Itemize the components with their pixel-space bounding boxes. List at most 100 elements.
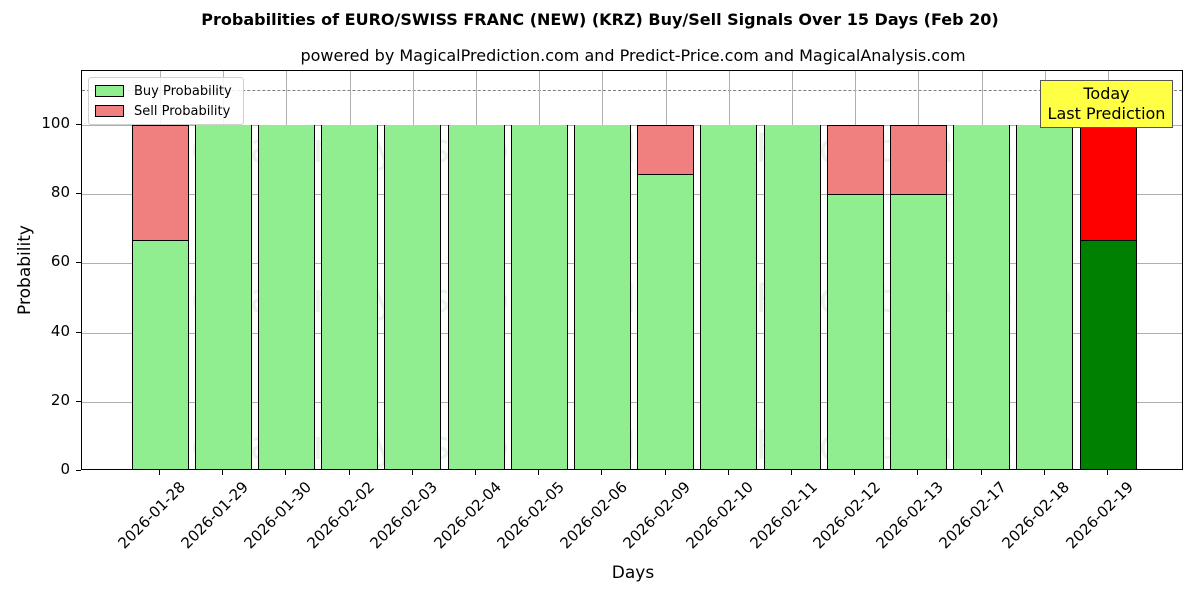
x-tick-label: 2026-02-13 bbox=[872, 478, 947, 553]
chart-title: Probabilities of EURO/SWISS FRANC (NEW) … bbox=[201, 10, 999, 29]
bar-2026-02-18 bbox=[1016, 125, 1074, 469]
buy-segment bbox=[511, 125, 567, 469]
x-tick-label: 2026-02-19 bbox=[1062, 478, 1137, 553]
x-tick bbox=[348, 470, 350, 475]
sell-segment bbox=[890, 126, 946, 196]
chart-subtitle: powered by MagicalPrediction.com and Pre… bbox=[300, 46, 966, 65]
buy-segment bbox=[132, 240, 188, 469]
bar-2026-02-06 bbox=[573, 125, 631, 469]
buy-segment bbox=[258, 125, 314, 469]
sell-segment bbox=[1080, 126, 1136, 242]
legend-sell-label: Sell Probability bbox=[134, 103, 231, 119]
x-tick-label: 2026-02-05 bbox=[493, 478, 568, 553]
x-tick bbox=[285, 470, 287, 475]
y-tick-label: 100 bbox=[41, 114, 70, 132]
x-tick-label: 2026-01-30 bbox=[240, 478, 315, 553]
bar-2026-02-11 bbox=[763, 125, 821, 469]
y-tick bbox=[76, 262, 81, 264]
buy-segment bbox=[954, 125, 1010, 469]
bar-2026-02-13 bbox=[889, 125, 947, 469]
x-tick bbox=[1107, 470, 1108, 475]
buy-segment bbox=[385, 125, 441, 469]
bar-2026-02-05 bbox=[510, 125, 568, 469]
y-tick-label: 80 bbox=[50, 183, 70, 202]
plot-area: MagicalAnalysis.comMagicalPrediction.com… bbox=[81, 70, 1183, 470]
y-tick bbox=[76, 470, 81, 471]
x-tick-label: 2026-02-18 bbox=[998, 478, 1074, 553]
annotation-line-2: Last Prediction bbox=[1047, 104, 1166, 123]
bar-2026-02-09 bbox=[637, 125, 695, 469]
buy-segment bbox=[701, 125, 757, 469]
buy-segment bbox=[1017, 125, 1073, 469]
y-tick bbox=[76, 400, 81, 402]
grid-line-horizontal bbox=[82, 401, 1182, 403]
bar-2026-02-02 bbox=[321, 125, 379, 469]
x-tick bbox=[664, 470, 666, 475]
grid-line-horizontal bbox=[82, 194, 1182, 196]
x-tick-label: 2026-02-09 bbox=[619, 478, 695, 553]
x-tick-label: 2026-02-02 bbox=[303, 478, 379, 553]
legend: Buy Probability Sell Probability bbox=[88, 77, 244, 125]
x-tick bbox=[222, 470, 224, 475]
annotation-line-1: Today bbox=[1083, 84, 1130, 103]
sell-swatch-icon bbox=[95, 105, 124, 117]
x-tick-label: 2026-02-10 bbox=[682, 478, 758, 553]
x-tick bbox=[1043, 470, 1045, 475]
buy-segment bbox=[448, 125, 504, 469]
y-tick-label: 0 bbox=[60, 460, 70, 478]
legend-buy-label: Buy Probability bbox=[134, 83, 232, 99]
x-tick bbox=[411, 470, 413, 475]
buy-segment bbox=[638, 174, 694, 469]
buy-segment bbox=[827, 194, 883, 469]
y-tick bbox=[76, 124, 81, 125]
x-tick bbox=[917, 470, 919, 475]
sell-segment bbox=[638, 126, 694, 176]
legend-item-sell: Sell Probability bbox=[95, 103, 230, 119]
x-tick-label: 2026-02-17 bbox=[935, 478, 1011, 553]
y-tick-label: 20 bbox=[50, 390, 70, 409]
grid-line-horizontal bbox=[82, 263, 1182, 265]
x-tick bbox=[601, 470, 603, 475]
bar-2026-02-19 bbox=[1079, 125, 1137, 469]
x-tick bbox=[159, 470, 160, 475]
today-annotation: Today Last Prediction bbox=[1040, 80, 1173, 128]
x-tick-label: 2026-02-12 bbox=[809, 478, 884, 553]
y-tick-label: 40 bbox=[50, 321, 70, 340]
bar-2026-01-30 bbox=[257, 125, 315, 469]
bar-2026-02-04 bbox=[447, 125, 505, 469]
grid-line-horizontal bbox=[82, 332, 1182, 334]
grid-line-horizontal bbox=[82, 125, 1182, 126]
x-tick-label: 2026-02-04 bbox=[430, 478, 505, 553]
x-tick bbox=[854, 470, 856, 475]
x-tick-label: 2026-02-03 bbox=[366, 478, 442, 553]
x-tick-label: 2026-02-06 bbox=[556, 478, 631, 553]
buy-swatch-icon bbox=[95, 85, 124, 97]
y-axis-title: Probability bbox=[15, 225, 35, 315]
bar-2026-02-12 bbox=[826, 125, 884, 469]
x-tick bbox=[538, 470, 540, 475]
buy-segment bbox=[890, 194, 946, 469]
buy-segment bbox=[195, 125, 251, 469]
bar-2026-01-28 bbox=[131, 125, 189, 469]
y-tick bbox=[76, 331, 81, 333]
sell-segment bbox=[827, 126, 883, 196]
x-tick-label: 2026-02-11 bbox=[746, 478, 821, 553]
bar-2026-01-29 bbox=[194, 125, 252, 469]
buy-segment bbox=[764, 125, 820, 469]
reference-line bbox=[82, 90, 1182, 92]
x-tick-label: 2026-01-29 bbox=[177, 478, 252, 553]
x-tick bbox=[727, 470, 729, 475]
buy-segment bbox=[322, 125, 378, 469]
sell-segment bbox=[132, 126, 188, 242]
bar-2026-02-03 bbox=[384, 125, 442, 469]
legend-item-buy: Buy Probability bbox=[95, 83, 232, 99]
bar-2026-02-10 bbox=[700, 125, 758, 469]
x-tick bbox=[791, 470, 792, 475]
buy-segment bbox=[1080, 240, 1136, 469]
y-tick bbox=[76, 193, 81, 195]
buy-segment bbox=[574, 125, 630, 469]
x-axis-title: Days bbox=[611, 563, 655, 583]
x-tick bbox=[980, 470, 982, 475]
y-tick-label: 60 bbox=[50, 252, 70, 271]
x-tick bbox=[475, 470, 476, 475]
